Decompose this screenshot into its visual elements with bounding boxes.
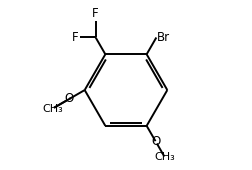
- Text: Br: Br: [157, 31, 170, 44]
- Text: O: O: [65, 92, 74, 105]
- Text: O: O: [151, 135, 160, 148]
- Text: CH₃: CH₃: [43, 104, 64, 114]
- Text: F: F: [72, 31, 78, 44]
- Text: CH₃: CH₃: [155, 152, 176, 162]
- Text: F: F: [92, 7, 99, 20]
